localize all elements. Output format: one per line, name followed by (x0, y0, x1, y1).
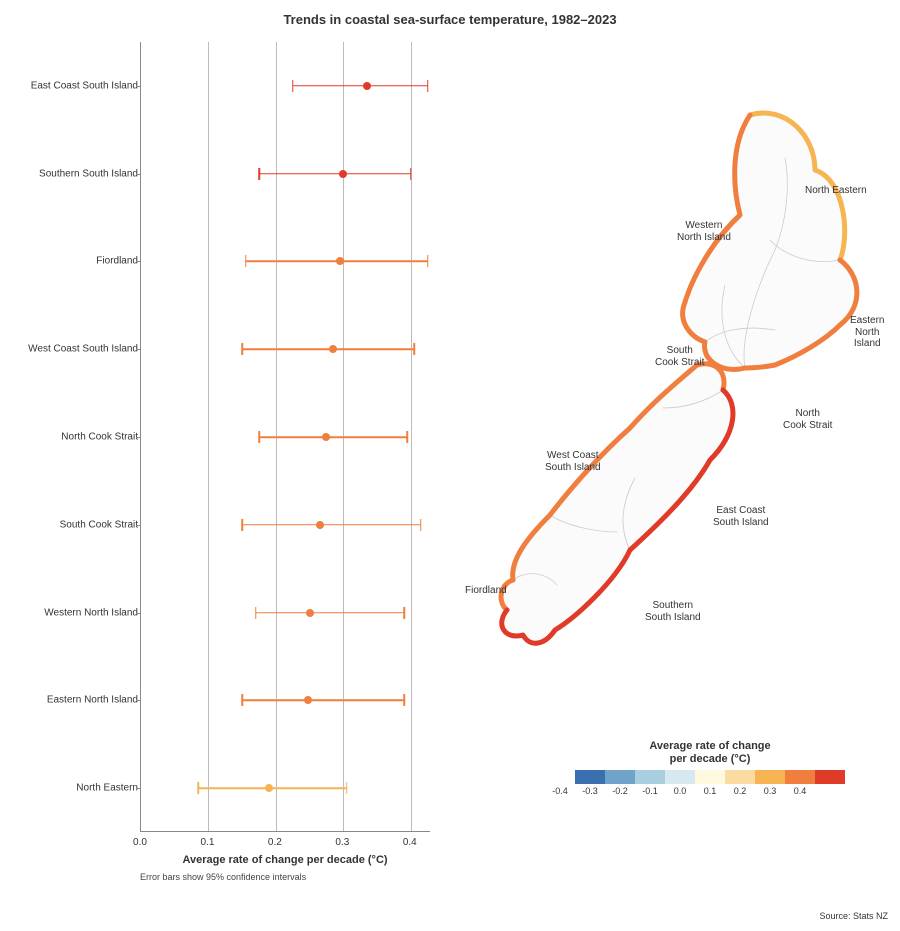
data-point (265, 784, 273, 792)
x-axis-note: Error bars show 95% confidence intervals (140, 872, 306, 882)
y-tick-label: East Coast South Island (31, 80, 138, 91)
data-point (336, 257, 344, 265)
page-title: Trends in coastal sea-surface temperatur… (0, 12, 900, 27)
color-legend: Average rate of change per decade (°C) -… (560, 740, 860, 796)
data-point (306, 609, 314, 617)
y-tick-label: Southern South Island (39, 168, 138, 179)
map-region-label: EasternNorthIsland (850, 315, 884, 350)
data-point (304, 696, 312, 704)
data-point (329, 345, 337, 353)
data-point (316, 521, 324, 529)
map-region-label: WesternNorth Island (677, 220, 731, 243)
y-tick-label: Eastern North Island (47, 695, 138, 706)
legend-swatches (560, 770, 860, 784)
map-region-label: SouthernSouth Island (645, 600, 701, 623)
y-tick-label: North Cook Strait (61, 432, 138, 443)
x-tick-label: 0.2 (268, 837, 282, 848)
legend-ticks: -0.4-0.3-0.2-0.10.00.10.20.30.4 (560, 786, 860, 796)
y-tick-label: North Eastern (76, 783, 138, 794)
map-region-label: East CoastSouth Island (713, 505, 769, 528)
map-region-label: North Eastern (805, 185, 867, 197)
map-region-label: West CoastSouth Island (545, 450, 601, 473)
plot-area (140, 42, 430, 832)
y-tick-label: South Cook Strait (60, 519, 138, 530)
y-tick-label: West Coast South Island (28, 344, 138, 355)
x-tick-label: 0.0 (133, 837, 147, 848)
data-point (363, 82, 371, 90)
x-tick-label: 0.1 (200, 837, 214, 848)
dot-chart: Average rate of change per decade (°C) E… (10, 42, 440, 882)
map-panel: North Eastern WesternNorth Island EasternN… (445, 90, 900, 690)
legend-title: Average rate of change per decade (°C) (560, 740, 860, 766)
x-axis-title: Average rate of change per decade (°C) (140, 854, 430, 866)
y-tick-label: Fiordland (96, 256, 138, 267)
data-point (322, 433, 330, 441)
x-tick-label: 0.4 (403, 837, 417, 848)
map-region-label: NorthCook Strait (783, 408, 832, 431)
map-region-label: SouthCook Strait (655, 345, 704, 368)
x-tick-label: 0.3 (335, 837, 349, 848)
data-point (339, 170, 347, 178)
source-credit: Source: Stats NZ (819, 911, 888, 921)
map-region-label: Fiordland (465, 585, 507, 597)
y-tick-label: Western North Island (44, 607, 138, 618)
